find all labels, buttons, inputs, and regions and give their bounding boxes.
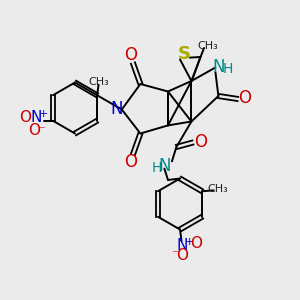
- Text: N: N: [213, 58, 225, 76]
- Text: O: O: [124, 153, 137, 171]
- Text: +: +: [38, 109, 48, 119]
- Text: ⁻: ⁻: [171, 248, 178, 262]
- Text: O: O: [19, 110, 31, 124]
- Text: CH₃: CH₃: [88, 77, 109, 87]
- Text: N: N: [177, 238, 188, 253]
- Text: O: O: [194, 133, 207, 151]
- Text: S: S: [178, 45, 191, 63]
- Text: H: H: [222, 62, 233, 76]
- Text: N: N: [158, 157, 171, 175]
- Text: ⁻: ⁻: [38, 124, 45, 137]
- Text: CH₃: CH₃: [197, 41, 218, 51]
- Text: O: O: [28, 123, 40, 138]
- Text: N: N: [110, 100, 123, 118]
- Text: +: +: [184, 237, 194, 248]
- Text: CH₃: CH₃: [207, 184, 228, 194]
- Text: O: O: [190, 236, 202, 251]
- Text: O: O: [238, 89, 251, 107]
- Text: N: N: [31, 110, 42, 125]
- Text: H: H: [152, 161, 162, 175]
- Text: O: O: [176, 248, 188, 262]
- Text: O: O: [124, 46, 137, 64]
